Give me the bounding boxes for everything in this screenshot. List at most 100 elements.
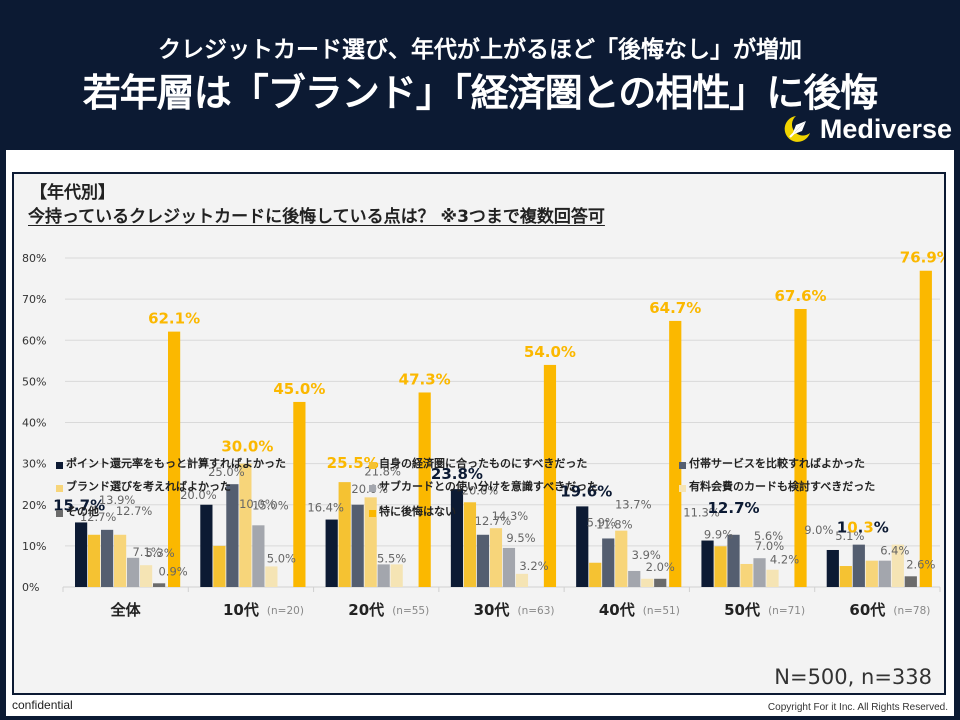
bar-series-5 bbox=[515, 573, 529, 587]
bar-series-3 bbox=[489, 528, 503, 587]
data-label: 19.6% bbox=[560, 482, 612, 500]
data-label: 3.2% bbox=[519, 559, 548, 573]
bar-series-5 bbox=[265, 566, 278, 587]
data-label: 5.9% bbox=[587, 516, 616, 530]
legend-swatch bbox=[56, 462, 63, 469]
data-label: 67.6% bbox=[775, 287, 827, 305]
bar-no-regret bbox=[293, 401, 306, 587]
y-tick-label: 10% bbox=[22, 540, 46, 553]
confidential-label: confidential bbox=[12, 698, 73, 712]
bar-chart: 0% 10% 20% 30% 40% 50% 60% 70% 80% 全体 10代 (n=20) 20代… bbox=[22, 249, 944, 619]
data-label: 10.3% bbox=[837, 519, 889, 537]
data-label: 10.0% bbox=[239, 497, 276, 511]
data-label: 0.9% bbox=[158, 564, 187, 578]
category-note: (n=71) bbox=[768, 605, 805, 617]
bar-series-3 bbox=[740, 563, 753, 587]
y-tick-label: 80% bbox=[22, 252, 46, 265]
header-title: 若年層は「ブランド」「経済圏との相性」に後悔 bbox=[82, 71, 879, 115]
data-label: 11.3% bbox=[683, 506, 720, 520]
bar-series-1 bbox=[714, 546, 727, 587]
bar-series-5 bbox=[766, 569, 779, 587]
sample-size-note: N=500, n=338 bbox=[774, 665, 932, 689]
bar-series-2 bbox=[602, 538, 615, 587]
data-label: 20.6% bbox=[462, 483, 499, 497]
legend-label: 有料会費のカードも検討すべきだった bbox=[689, 480, 876, 493]
data-label: 5.5% bbox=[377, 551, 406, 565]
legend-swatch bbox=[369, 510, 376, 517]
bar-series-6 bbox=[153, 583, 166, 587]
bar-series-4 bbox=[377, 564, 390, 587]
chart-question: 今持っているクレジットカードに後悔している点は？ ※3つまで複数回答可 bbox=[28, 207, 605, 227]
data-label: 64.7% bbox=[649, 299, 701, 317]
data-label: 5.1% bbox=[835, 529, 864, 543]
bar-series-5 bbox=[390, 564, 403, 587]
category-label: 30代 bbox=[474, 601, 510, 619]
bar-series-6 bbox=[904, 576, 917, 587]
bar-series-3 bbox=[364, 497, 377, 587]
bar-series-3 bbox=[865, 560, 878, 587]
data-label: 25.5% bbox=[327, 454, 379, 472]
data-label: 5.6% bbox=[754, 529, 783, 543]
legend-swatch bbox=[679, 462, 686, 469]
page: 【年代別】 今持っているクレジットカードに後悔している点は？ ※3つまで複数回答… bbox=[6, 150, 954, 716]
data-label: 2.0% bbox=[646, 560, 675, 574]
bar-series-0 bbox=[576, 506, 589, 587]
legend-swatch bbox=[369, 462, 376, 469]
legend-swatch bbox=[679, 485, 686, 492]
data-label: 6.4% bbox=[880, 544, 909, 558]
bar-series-5 bbox=[641, 578, 654, 587]
bar-no-regret bbox=[669, 320, 682, 587]
legend-item: 付帯サービスを比較すればよかった bbox=[679, 455, 865, 471]
legend-swatch bbox=[56, 485, 63, 492]
legend-item: 特に後悔はない bbox=[369, 503, 456, 519]
legend-label: サブカードとの使い分けを意識すべきだった bbox=[379, 480, 599, 493]
bar-series-0 bbox=[75, 522, 88, 587]
y-tick-label: 40% bbox=[22, 417, 46, 430]
bar-no-regret bbox=[919, 270, 932, 587]
bar-series-0 bbox=[701, 540, 714, 587]
data-label: 23.8% bbox=[431, 465, 483, 483]
legend-label: その他 bbox=[66, 505, 99, 518]
legend-item: 自身の経済圏に合ったものにすべきだった bbox=[369, 455, 587, 471]
data-label: 2.6% bbox=[906, 557, 935, 571]
y-tick-label: 30% bbox=[22, 458, 46, 471]
section-label: 【年代別】 bbox=[30, 183, 115, 203]
bar-series-3 bbox=[615, 530, 628, 587]
bar-series-2 bbox=[727, 534, 740, 587]
bar-series-4 bbox=[878, 560, 891, 587]
bar-series-0 bbox=[450, 489, 464, 587]
data-label: 12.7% bbox=[80, 510, 117, 524]
data-label: 9.9% bbox=[704, 527, 733, 541]
data-label: 45.0% bbox=[273, 380, 325, 398]
bar-series-2 bbox=[226, 484, 239, 587]
bar-series-3 bbox=[114, 534, 127, 587]
data-label: 13.7% bbox=[615, 498, 652, 512]
data-label: 13.9% bbox=[99, 493, 136, 507]
bar-series-1 bbox=[589, 562, 602, 587]
mediverse-logo: Mediverse bbox=[780, 112, 952, 146]
legend-swatch bbox=[56, 510, 63, 517]
legend-label: 付帯サービスを比較すればよかった bbox=[689, 457, 865, 470]
bar-series-2 bbox=[852, 544, 865, 587]
header-subtitle: クレジットカード選び、年代が上がるほど「後悔なし」が増加 bbox=[158, 37, 802, 63]
data-label: 47.3% bbox=[399, 370, 451, 388]
category-note: (n=20) bbox=[267, 605, 304, 617]
bar-no-regret bbox=[794, 308, 807, 587]
bar-series-4 bbox=[252, 525, 265, 587]
bar-series-5 bbox=[891, 544, 904, 587]
bar-series-5 bbox=[140, 565, 153, 587]
data-label: 20.0% bbox=[180, 488, 217, 502]
y-tick-label: 0% bbox=[22, 581, 39, 594]
bar-series-4 bbox=[628, 570, 641, 587]
bar-series-1 bbox=[213, 545, 226, 587]
bar-series-1 bbox=[839, 566, 852, 587]
bar-series-0 bbox=[200, 504, 213, 587]
y-tick-label: 60% bbox=[22, 334, 46, 347]
legend-label: 特に後悔はない bbox=[379, 505, 456, 518]
rocket-moon-icon bbox=[784, 116, 810, 142]
legend-label: ブランド選びを考えればよかった bbox=[66, 480, 231, 493]
data-label: 76.9% bbox=[900, 249, 944, 267]
bar-series-1 bbox=[463, 502, 477, 587]
copyright-text: Copyright For it Inc. All Rights Reserve… bbox=[767, 702, 948, 713]
data-label: 14.3% bbox=[492, 509, 529, 523]
